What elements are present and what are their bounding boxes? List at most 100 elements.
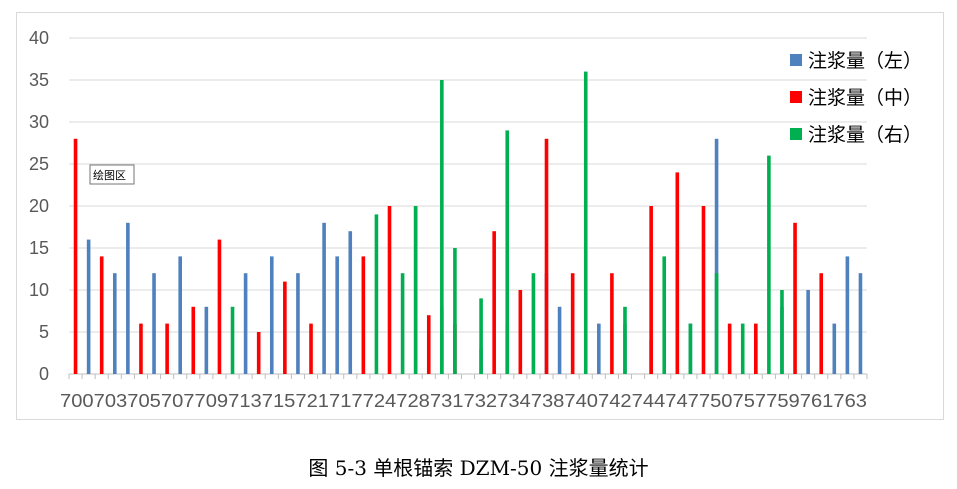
bar-series-1	[322, 222, 326, 374]
bar-series-1	[152, 273, 156, 374]
bar-series-3	[767, 155, 771, 374]
x-tick-label: 750	[699, 391, 733, 411]
bar-series-2	[361, 256, 366, 374]
bar-series-1	[269, 256, 274, 374]
bar-series-2	[191, 306, 196, 374]
y-tick-label: 0	[39, 364, 49, 384]
bar-series-1	[597, 323, 601, 374]
x-tick-label: 734	[497, 391, 531, 411]
bar-series-2	[649, 206, 653, 374]
gridlines	[69, 37, 867, 375]
bar-series-2	[754, 323, 758, 374]
y-tick-label: 20	[29, 196, 49, 216]
bar-series-1	[204, 306, 209, 374]
x-tick-label: 738	[531, 391, 565, 411]
bar-series-2	[387, 206, 392, 374]
bar-series-2	[793, 222, 797, 374]
x-tick-label: 707	[161, 391, 195, 411]
y-tick-label: 25	[29, 154, 49, 174]
bar-series-2	[727, 323, 732, 374]
y-tick-label: 10	[29, 280, 49, 300]
bar-series-3	[505, 130, 510, 374]
bar-series-1	[348, 231, 353, 374]
x-tick-label: 728	[396, 391, 430, 411]
legend-label: 注浆量（中）	[808, 87, 922, 109]
legend-swatch	[790, 128, 802, 140]
y-tick-label: 30	[29, 112, 49, 132]
x-tick-label: 703	[94, 391, 128, 411]
bar-series-2	[610, 273, 614, 374]
x-tick-label: 700	[60, 391, 94, 411]
x-tick-label: 713	[228, 391, 262, 411]
bar-series-3	[400, 273, 405, 374]
plot-area-tooltip: 绘图区	[89, 164, 135, 185]
bar-series-1	[296, 273, 300, 374]
bar-series-2	[283, 281, 287, 374]
bar-series-1	[557, 306, 562, 374]
bar-series-3	[531, 273, 536, 374]
x-tick-label: 732	[464, 391, 498, 411]
x-tick-label: 715	[262, 391, 296, 411]
bar-series-1	[806, 290, 810, 374]
bar-series-3	[374, 214, 379, 374]
bar-series-2	[518, 290, 523, 374]
y-tick-label: 40	[29, 28, 49, 48]
bar-series-2	[139, 323, 143, 374]
bar-series-3	[583, 71, 588, 374]
bar-series-3	[479, 298, 483, 374]
bar-series-2	[570, 273, 575, 374]
x-tick-label: 717	[329, 391, 363, 411]
bar-series-2	[165, 323, 169, 374]
x-tick-label: 721	[295, 391, 329, 411]
x-tick-label: 709	[195, 391, 229, 411]
bar-series-3	[230, 306, 235, 374]
x-tick-label: 740	[564, 391, 598, 411]
y-tick-label: 35	[29, 70, 49, 90]
x-tick-label: 744	[632, 391, 666, 411]
bar-series-2	[73, 138, 78, 374]
x-tick-label: 761	[800, 391, 834, 411]
bars	[73, 71, 863, 374]
x-tick-label: 759	[766, 391, 800, 411]
x-tick-label: 742	[598, 391, 632, 411]
bar-series-1	[112, 273, 117, 374]
bar-series-1	[178, 256, 182, 374]
x-tick-label: 757	[733, 391, 767, 411]
bar-series-2	[256, 332, 261, 374]
legend-swatch	[790, 91, 802, 103]
bar-series-1	[335, 256, 339, 374]
legend-label: 注浆量（左）	[808, 50, 922, 72]
bar-series-2	[819, 273, 824, 374]
bar-series-3	[714, 273, 719, 374]
bar-series-3	[688, 323, 693, 374]
bar-series-1	[86, 239, 91, 374]
chart-area: 0 5 10 15 20 25 30 35 40 700 703 705 707 709 713 715 721…	[16, 12, 944, 420]
tooltip-text: 绘图区	[93, 168, 126, 182]
x-tick-label: 763	[833, 391, 867, 411]
axes: 0 5 10 15 20 25 30 35 40 700 703 705 707 709 713 715 721…	[29, 28, 868, 411]
bar-series-2	[99, 256, 104, 374]
bar-series-2	[426, 315, 431, 374]
bar-series-3	[453, 248, 457, 374]
x-tick-label: 705	[127, 391, 161, 411]
figure-caption: 图 5-3 单根锚索 DZM-50 注浆量统计	[308, 456, 649, 480]
bar-series-2	[217, 239, 222, 374]
x-tick-label: 747	[665, 391, 699, 411]
bar-series-1	[126, 222, 130, 374]
x-tick-label: 724	[363, 391, 397, 411]
bar-series-3	[662, 256, 667, 374]
bar-series-3	[413, 206, 418, 374]
bar-series-1	[714, 138, 719, 374]
legend: 注浆量（左） 注浆量（中） 注浆量（右）	[790, 50, 922, 146]
bar-series-2	[309, 323, 313, 374]
y-tick-label: 15	[29, 238, 49, 258]
legend-swatch	[790, 54, 802, 66]
bar-series-3	[780, 290, 784, 374]
bar-series-1	[832, 323, 837, 374]
bar-series-3	[740, 323, 745, 374]
legend-label: 注浆量（右）	[808, 124, 922, 146]
x-tick-label: 731	[430, 391, 464, 411]
bar-series-2	[544, 138, 549, 374]
bar-series-1	[845, 256, 850, 374]
bar-series-2	[675, 172, 680, 374]
